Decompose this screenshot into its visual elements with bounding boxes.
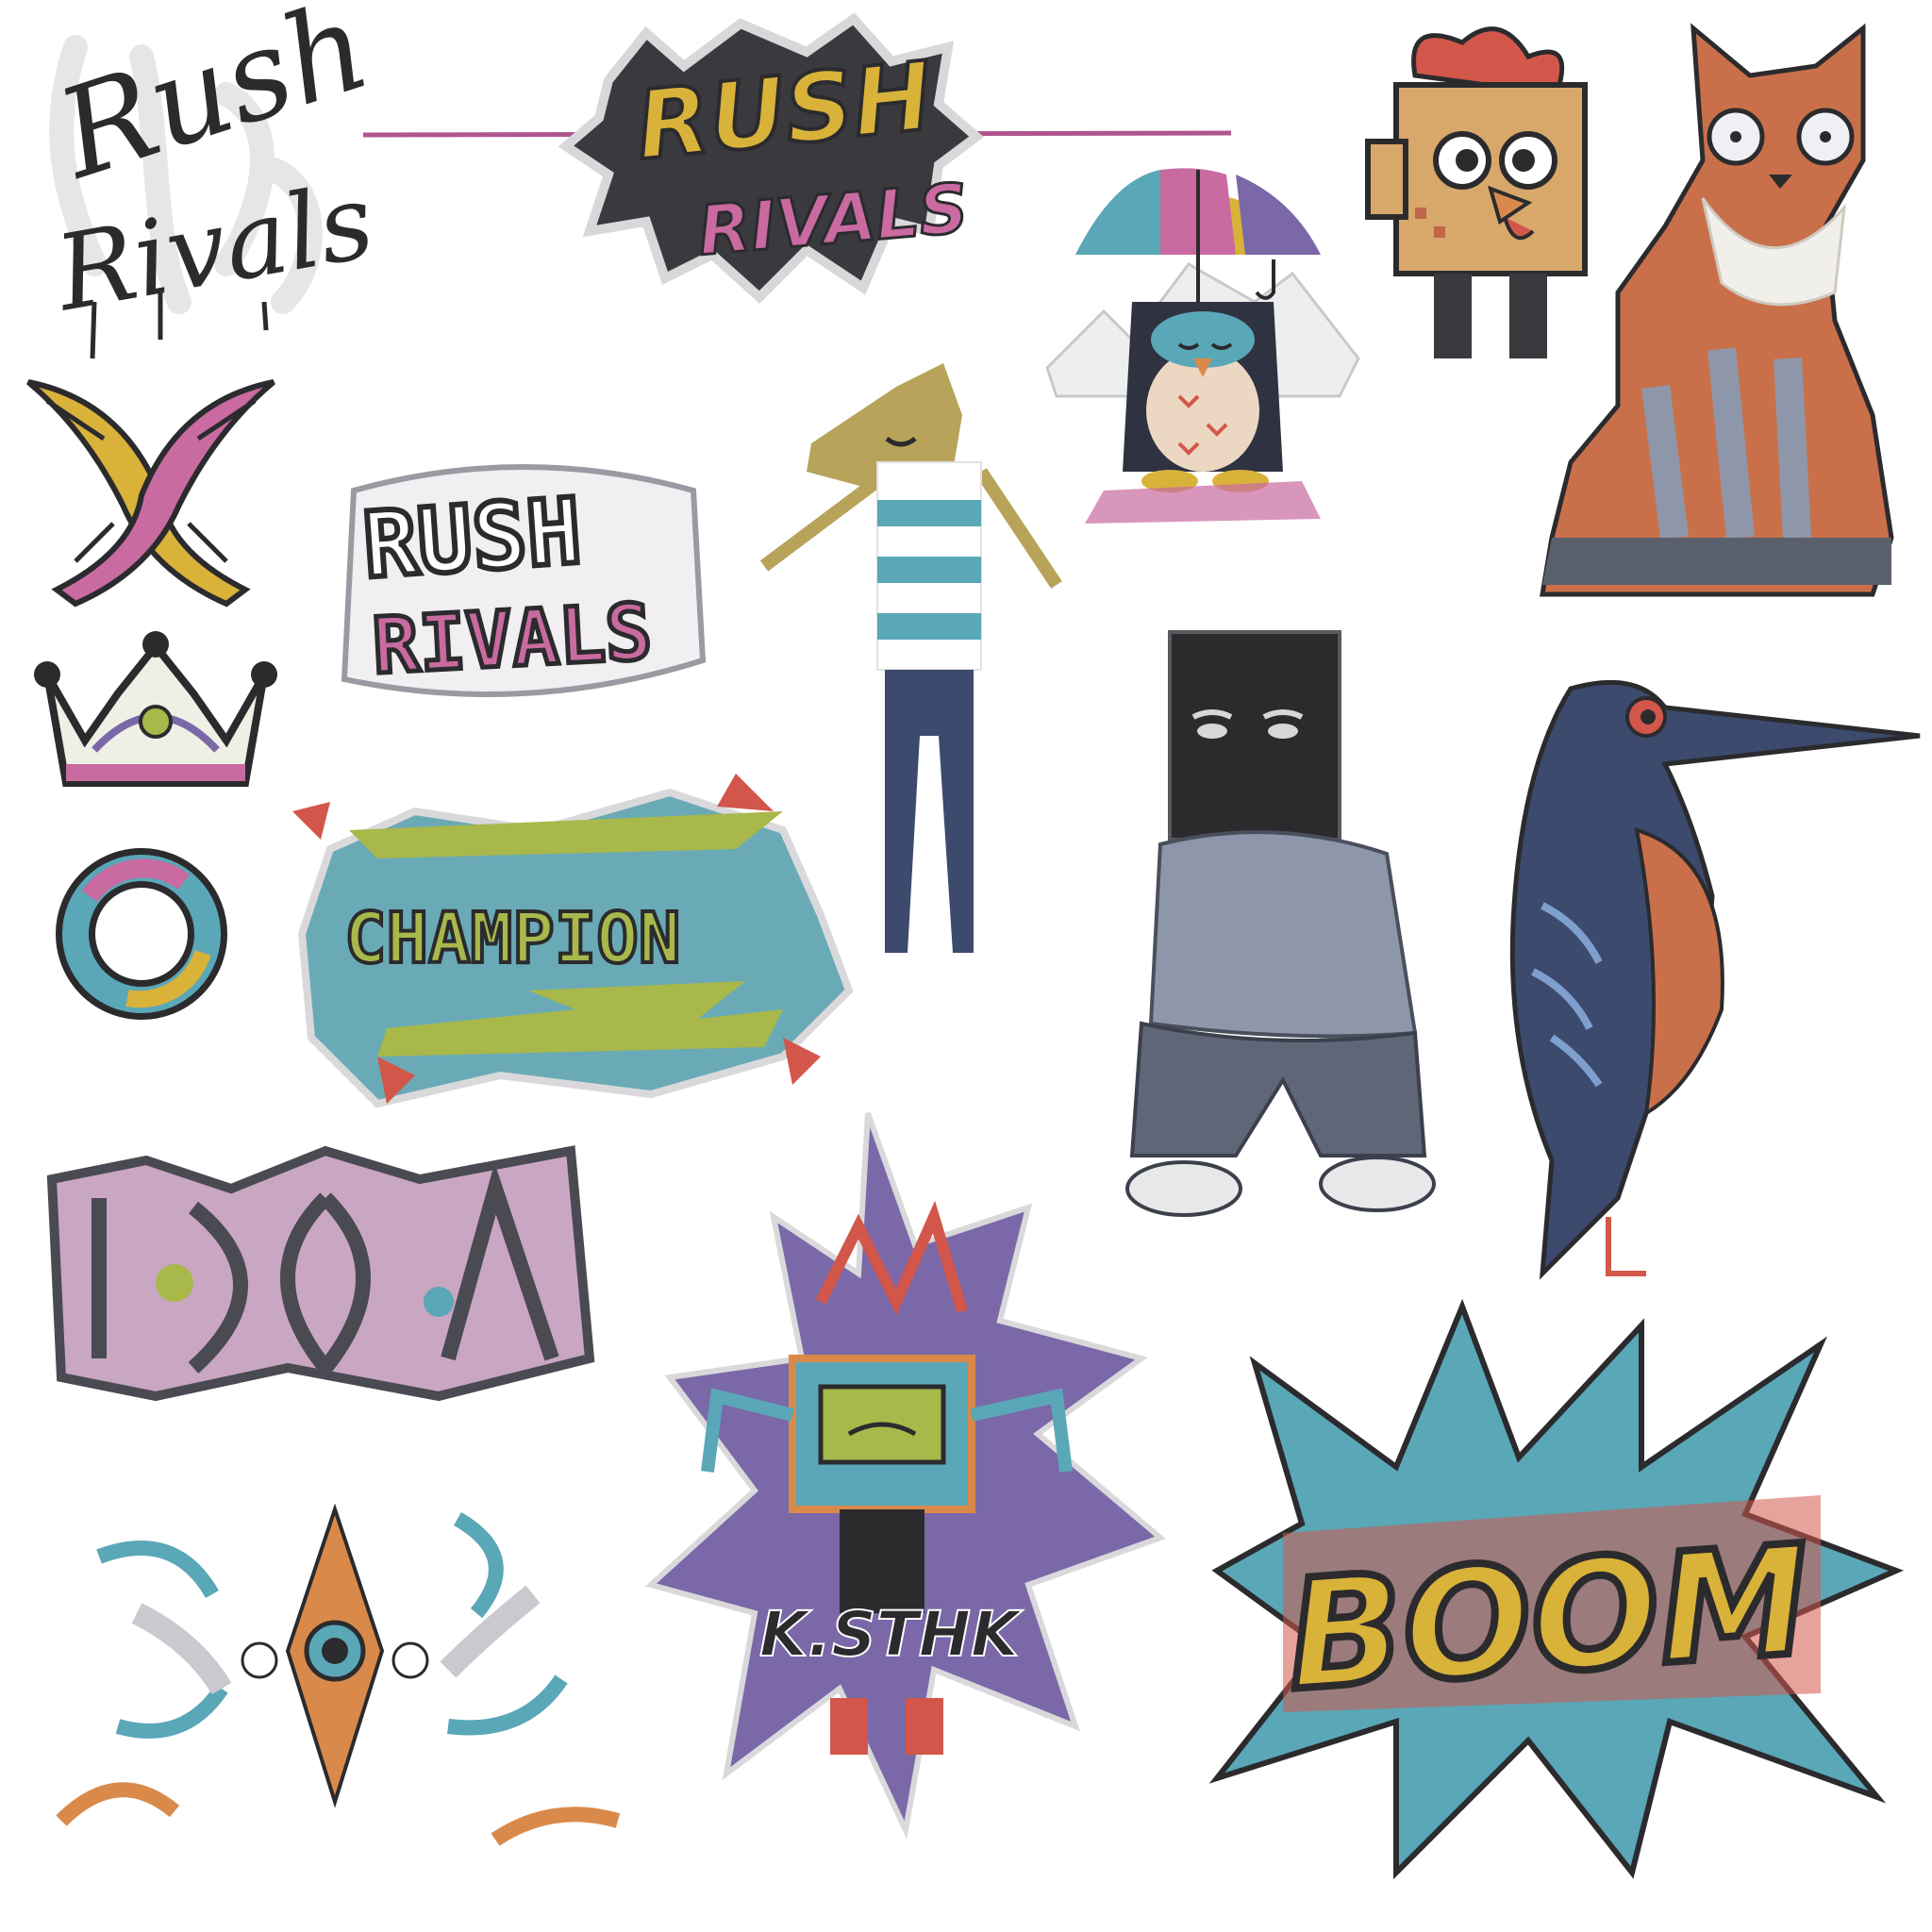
robot-burst-text: K.STHK xyxy=(759,1598,1024,1671)
graffiti-tag-icon xyxy=(42,1141,595,1402)
penguin-umbrella-icon xyxy=(1019,151,1368,533)
champion-banner: CHAMPION xyxy=(292,774,854,1127)
abstract-splash-icon xyxy=(42,1443,637,1891)
boom-burst-text: BOOM xyxy=(1282,1512,1815,1724)
pixel-chicken-icon xyxy=(1349,19,1613,358)
rush-rivals-splat-logo: RUSH RIVALS xyxy=(362,12,1232,321)
boom-burst: BOOM xyxy=(1208,1298,1904,1891)
fox-icon xyxy=(1514,9,1910,604)
crossed-wings-icon xyxy=(19,363,283,608)
graffiti-line-2: RIVALS xyxy=(371,588,655,691)
robot-burst: K.STHK xyxy=(644,1111,1170,1840)
crown-icon xyxy=(28,627,283,792)
rush-rivals-graffiti-logo: RUSH RIVALS xyxy=(335,453,712,717)
rush-rivals-script-logo: Rush Rivals xyxy=(38,0,385,359)
box-head-figure-icon xyxy=(1125,627,1443,1241)
graffiti-line-1: RUSH xyxy=(359,478,584,599)
champion-text: CHAMPION xyxy=(344,898,680,979)
ring-icon xyxy=(52,840,231,1028)
stick-figure-icon xyxy=(755,358,1066,962)
bird-icon xyxy=(1505,670,1921,1283)
